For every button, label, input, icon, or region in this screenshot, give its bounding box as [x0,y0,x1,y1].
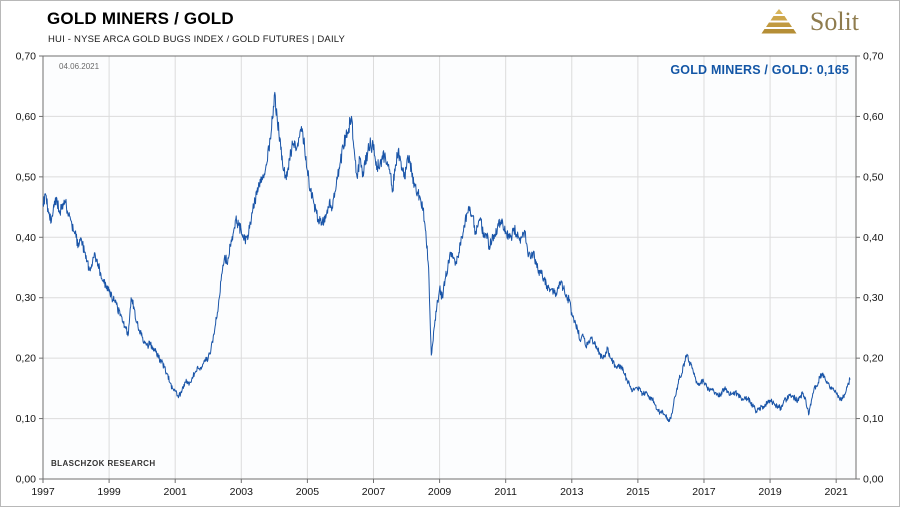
x-axis-label: 2017 [692,486,716,498]
y-axis-label: 0,30 [16,292,37,304]
y-axis-label: 0,40 [16,232,37,244]
y-axis-label: 0,10 [16,413,37,425]
x-axis-label: 2011 [494,486,517,498]
y-axis-label: 0,70 [863,51,884,63]
plot-border [42,55,857,480]
x-axis-label: 1999 [97,486,121,498]
x-axis-label: 2015 [626,486,650,498]
y-axis-label: 0,00 [16,474,37,486]
y-axis-label: 0,40 [863,232,884,244]
x-axis-label: 2003 [230,486,254,498]
x-axis-label: 2007 [362,486,386,498]
x-axis-label: 2013 [560,486,584,498]
chart-subtitle: HUI - NYSE ARCA GOLD BUGS INDEX / GOLD F… [48,34,346,45]
y-axis-label: 0,60 [863,111,884,123]
y-axis-label: 0,60 [16,111,37,123]
x-axis-label: 2001 [164,486,188,498]
x-axis-label: 2005 [296,486,320,498]
x-axis-label: 2019 [758,486,782,498]
y-axis-label: 0,20 [16,353,37,365]
chart-date: 04.06.2021 [59,62,100,71]
y-axis-label: 0,50 [863,171,884,183]
y-axis-label: 0,50 [16,171,37,183]
plot-background [43,56,856,479]
page-title: GOLD MINERS / GOLD [47,9,234,28]
watermark: BLASCHZOK RESEARCH [51,459,156,468]
x-axis-label: 2021 [824,486,848,498]
pyramid-icon [761,9,797,34]
logo-text: Solit [809,7,859,36]
y-axis-label: 0,10 [863,413,884,425]
current-value-label: GOLD MINERS / GOLD: 0,165 [670,63,849,77]
y-axis-label: 0,20 [863,353,884,365]
solit-logo: Solit [757,7,859,37]
y-axis-label: 0,00 [863,474,884,486]
x-axis-label: 2009 [428,486,452,498]
series-line [42,91,851,423]
y-axis-label: 0,70 [16,51,37,63]
x-axis-label: 1997 [31,486,55,498]
y-axis-label: 0,30 [863,292,884,304]
